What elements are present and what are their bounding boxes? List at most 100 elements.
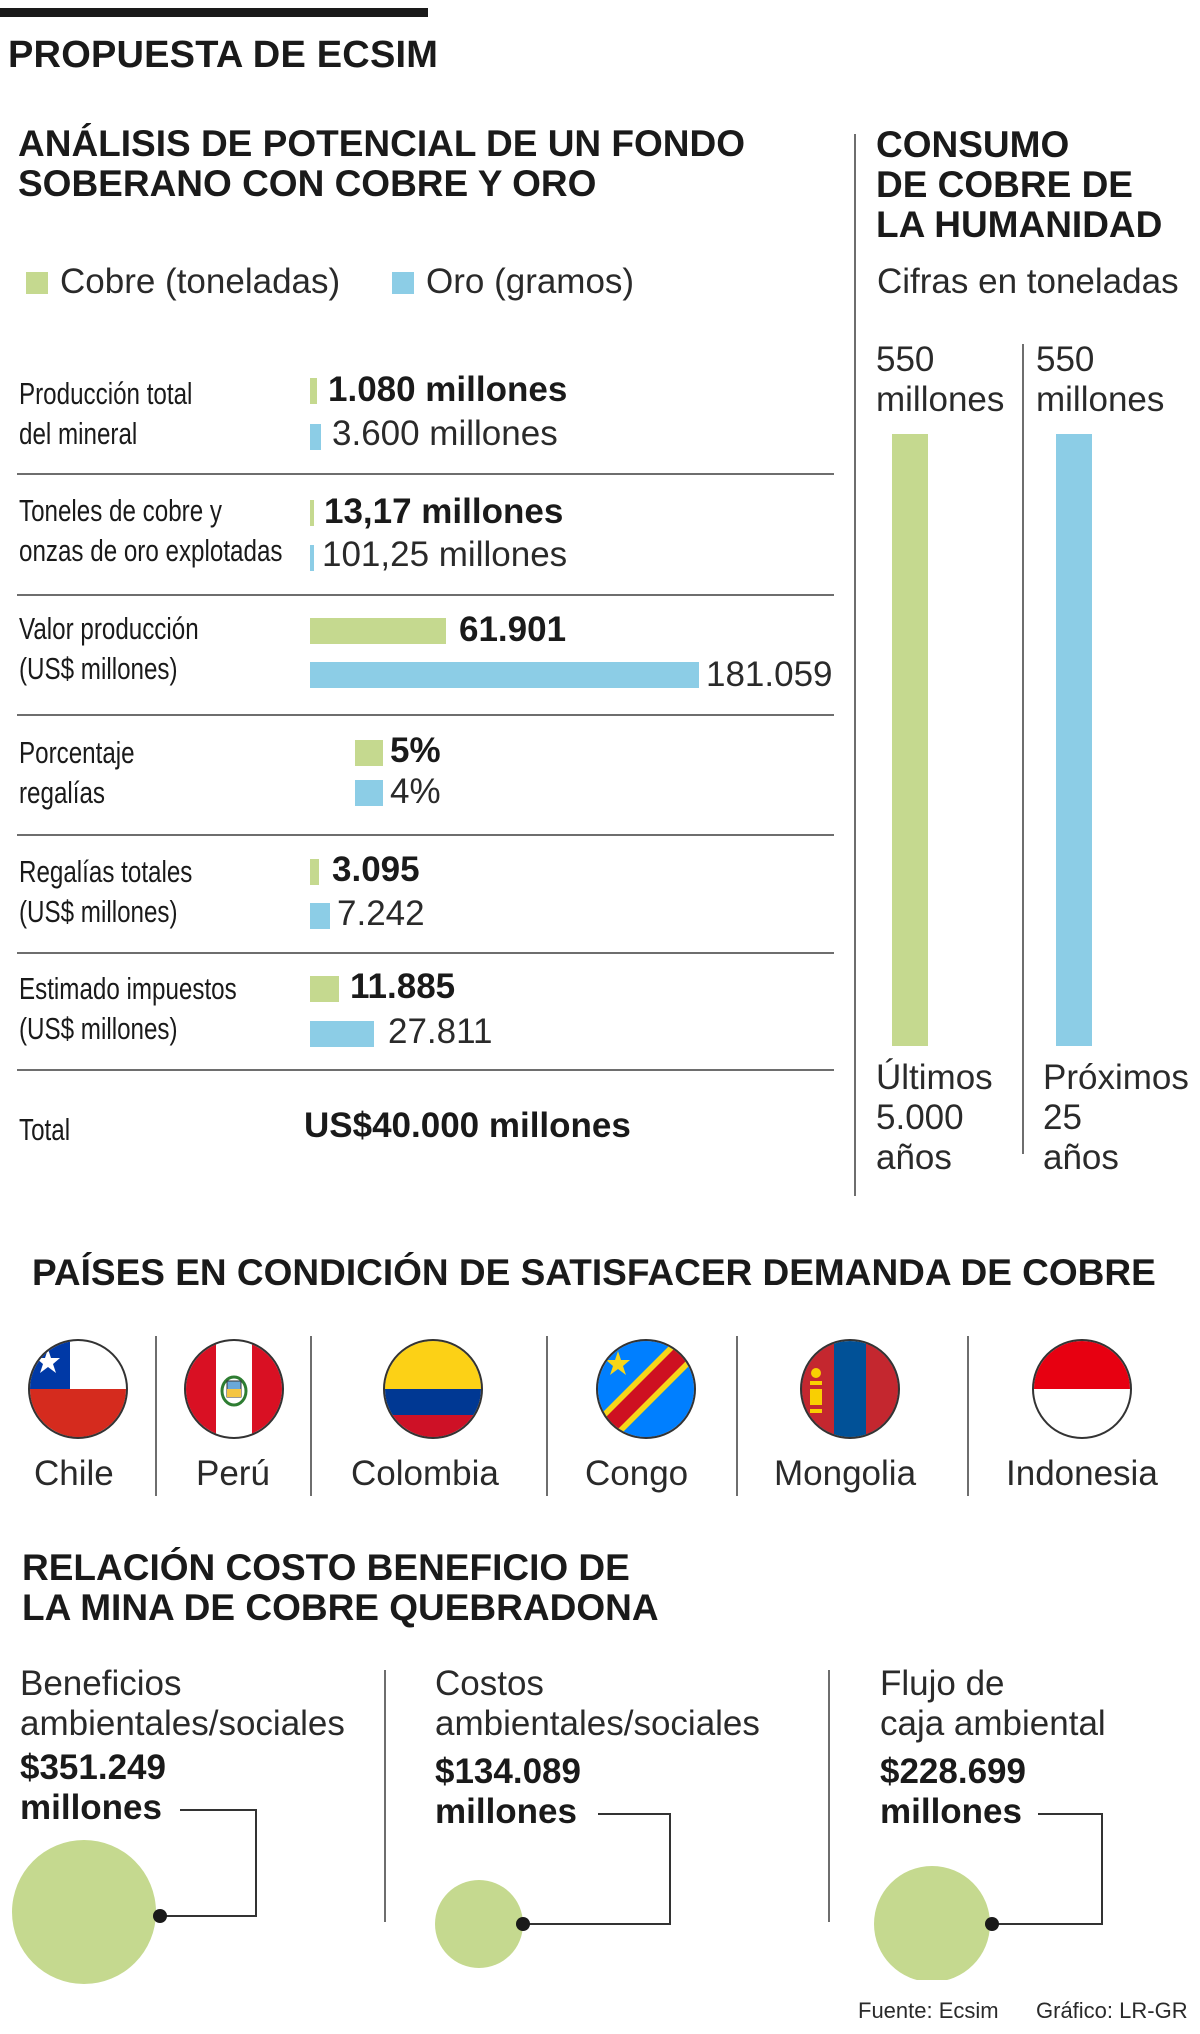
total-label: Total <box>19 1112 71 1147</box>
country-name: Colombia <box>351 1454 499 1493</box>
gold-value: 27.811 <box>388 1012 493 1051</box>
chile-flag-icon <box>26 1337 130 1441</box>
country-divider <box>155 1336 157 1496</box>
header-rule <box>0 8 428 17</box>
cost-benefit-label: caja ambiental <box>880 1704 1106 1743</box>
row-label: Producción total <box>19 376 193 411</box>
row-label: Toneles de cobre y <box>19 493 222 528</box>
cost-benefit-value: millones <box>880 1792 1022 1831</box>
cost-benefit-divider <box>828 1670 830 1922</box>
row-label: (US$ millones) <box>19 1011 178 1046</box>
copper-bar <box>310 618 446 644</box>
row-label: (US$ millones) <box>19 894 178 929</box>
cost-benefit-label: ambientales/sociales <box>435 1704 760 1743</box>
cost-benefit-label: Costos <box>435 1664 544 1703</box>
row-divider <box>17 952 834 954</box>
row-divider <box>17 1069 834 1071</box>
copper-value: 1.080 millones <box>328 370 568 409</box>
cash-flow-bubble <box>874 1813 1103 1980</box>
country-name: Indonesia <box>1006 1454 1158 1493</box>
bar-value-label: millones <box>876 380 1005 419</box>
gold-value: 7.242 <box>337 894 425 933</box>
cost-benefit-value: $351.249 <box>20 1748 166 1787</box>
bar-period-label: Últimos <box>876 1058 993 1097</box>
gold-legend-label: Oro (gramos) <box>426 262 635 301</box>
consumption-title-line3: LA HUMANIDAD <box>876 204 1163 245</box>
gold-bar <box>310 1021 374 1047</box>
row-label: onzas de oro explotadas <box>19 533 283 568</box>
peru-flag-icon <box>182 1337 286 1441</box>
copper-value: 13,17 millones <box>324 492 564 531</box>
cost-benefit-title-line2: LA MINA DE COBRE QUEBRADONA <box>22 1587 659 1628</box>
cost-benefit-value: millones <box>435 1792 577 1831</box>
gold-value: 181.059 <box>706 655 833 694</box>
country-name: Chile <box>34 1454 114 1493</box>
cost-benefit-title-line1: RELACIÓN COSTO BENEFICIO DE <box>22 1547 630 1588</box>
bar-period-label: Próximos <box>1043 1058 1189 1097</box>
copper-legend-label: Cobre (toneladas) <box>60 262 341 301</box>
cost-benefit-value: $228.699 <box>880 1752 1026 1791</box>
copper-value: 61.901 <box>459 610 567 649</box>
consumption-subtitle: Cifras en toneladas <box>877 262 1179 301</box>
consumption-bar-past <box>892 434 928 1046</box>
row-divider <box>17 473 834 475</box>
copper-value: 11.885 <box>350 967 456 1006</box>
analysis-title-line1: ANÁLISIS DE POTENCIAL DE UN FONDO <box>18 123 746 164</box>
analysis-title-line2: SOBERANO CON COBRE Y ORO <box>18 163 597 204</box>
gold-value: 4% <box>390 772 441 811</box>
bar-value-label: 550 <box>1036 340 1095 379</box>
copper-value: 3.095 <box>332 850 420 889</box>
row-label: del mineral <box>19 416 138 451</box>
indonesia-flag-icon <box>1030 1337 1134 1441</box>
copper-bar <box>310 859 319 885</box>
footer-source: Fuente: Ecsim <box>858 1998 999 2023</box>
consumption-title-line1: CONSUMO <box>876 124 1070 165</box>
row-divider <box>17 594 834 596</box>
copper-bar <box>310 500 314 526</box>
country-name: Perú <box>196 1454 270 1493</box>
copper-bar <box>310 378 317 404</box>
country-name: Mongolia <box>774 1454 917 1493</box>
gold-bar <box>355 780 383 806</box>
country-name: Congo <box>585 1454 689 1493</box>
copper-legend-swatch <box>26 272 48 294</box>
section-divider <box>854 134 856 1196</box>
consumption-title-line2: DE COBRE DE <box>876 164 1133 205</box>
country-divider <box>736 1336 738 1496</box>
gold-bar <box>310 545 314 571</box>
gold-legend-swatch <box>392 272 414 294</box>
colombia-flag-icon <box>381 1337 485 1441</box>
bar-value-label: millones <box>1036 380 1165 419</box>
countries-title: PAÍSES EN CONDICIÓN DE SATISFACER DEMAND… <box>32 1252 1156 1293</box>
cost-benefit-divider <box>384 1670 386 1922</box>
footer-credit: Gráfico: LR-GR <box>1036 1998 1188 2023</box>
copper-value: 5% <box>390 731 441 770</box>
row-label: regalías <box>19 775 106 810</box>
cost-benefit-value: millones <box>20 1788 162 1827</box>
copper-bar <box>310 976 339 1002</box>
benefit-bubble <box>12 1809 257 1984</box>
cost-bubble <box>435 1813 671 1968</box>
row-label: Estimado impuestos <box>19 971 237 1006</box>
bar-period-label: años <box>876 1138 952 1177</box>
gold-bar <box>310 903 330 929</box>
cost-benefit-label: ambientales/sociales <box>20 1704 345 1743</box>
copper-bar <box>355 740 383 766</box>
cost-benefit-label: Flujo de <box>880 1664 1005 1703</box>
country-divider <box>546 1336 548 1496</box>
bar-value-label: 550 <box>876 340 935 379</box>
mongolia-flag-icon <box>798 1337 902 1441</box>
cost-benefit-value: $134.089 <box>435 1752 581 1791</box>
country-divider <box>967 1336 969 1496</box>
row-label: (US$ millones) <box>19 651 178 686</box>
gold-value: 3.600 millones <box>332 414 558 453</box>
bar-period-label: 5.000 <box>876 1098 964 1137</box>
gold-value: 101,25 millones <box>322 535 568 574</box>
bar-separator <box>1022 344 1024 1154</box>
row-label: Porcentaje <box>19 735 135 770</box>
bar-period-label: 25 <box>1043 1098 1082 1137</box>
page-title: PROPUESTA DE ECSIM <box>8 34 439 76</box>
consumption-bar-future <box>1056 434 1092 1046</box>
row-label: Regalías totales <box>19 854 193 889</box>
congo-flag-icon <box>594 1337 698 1441</box>
